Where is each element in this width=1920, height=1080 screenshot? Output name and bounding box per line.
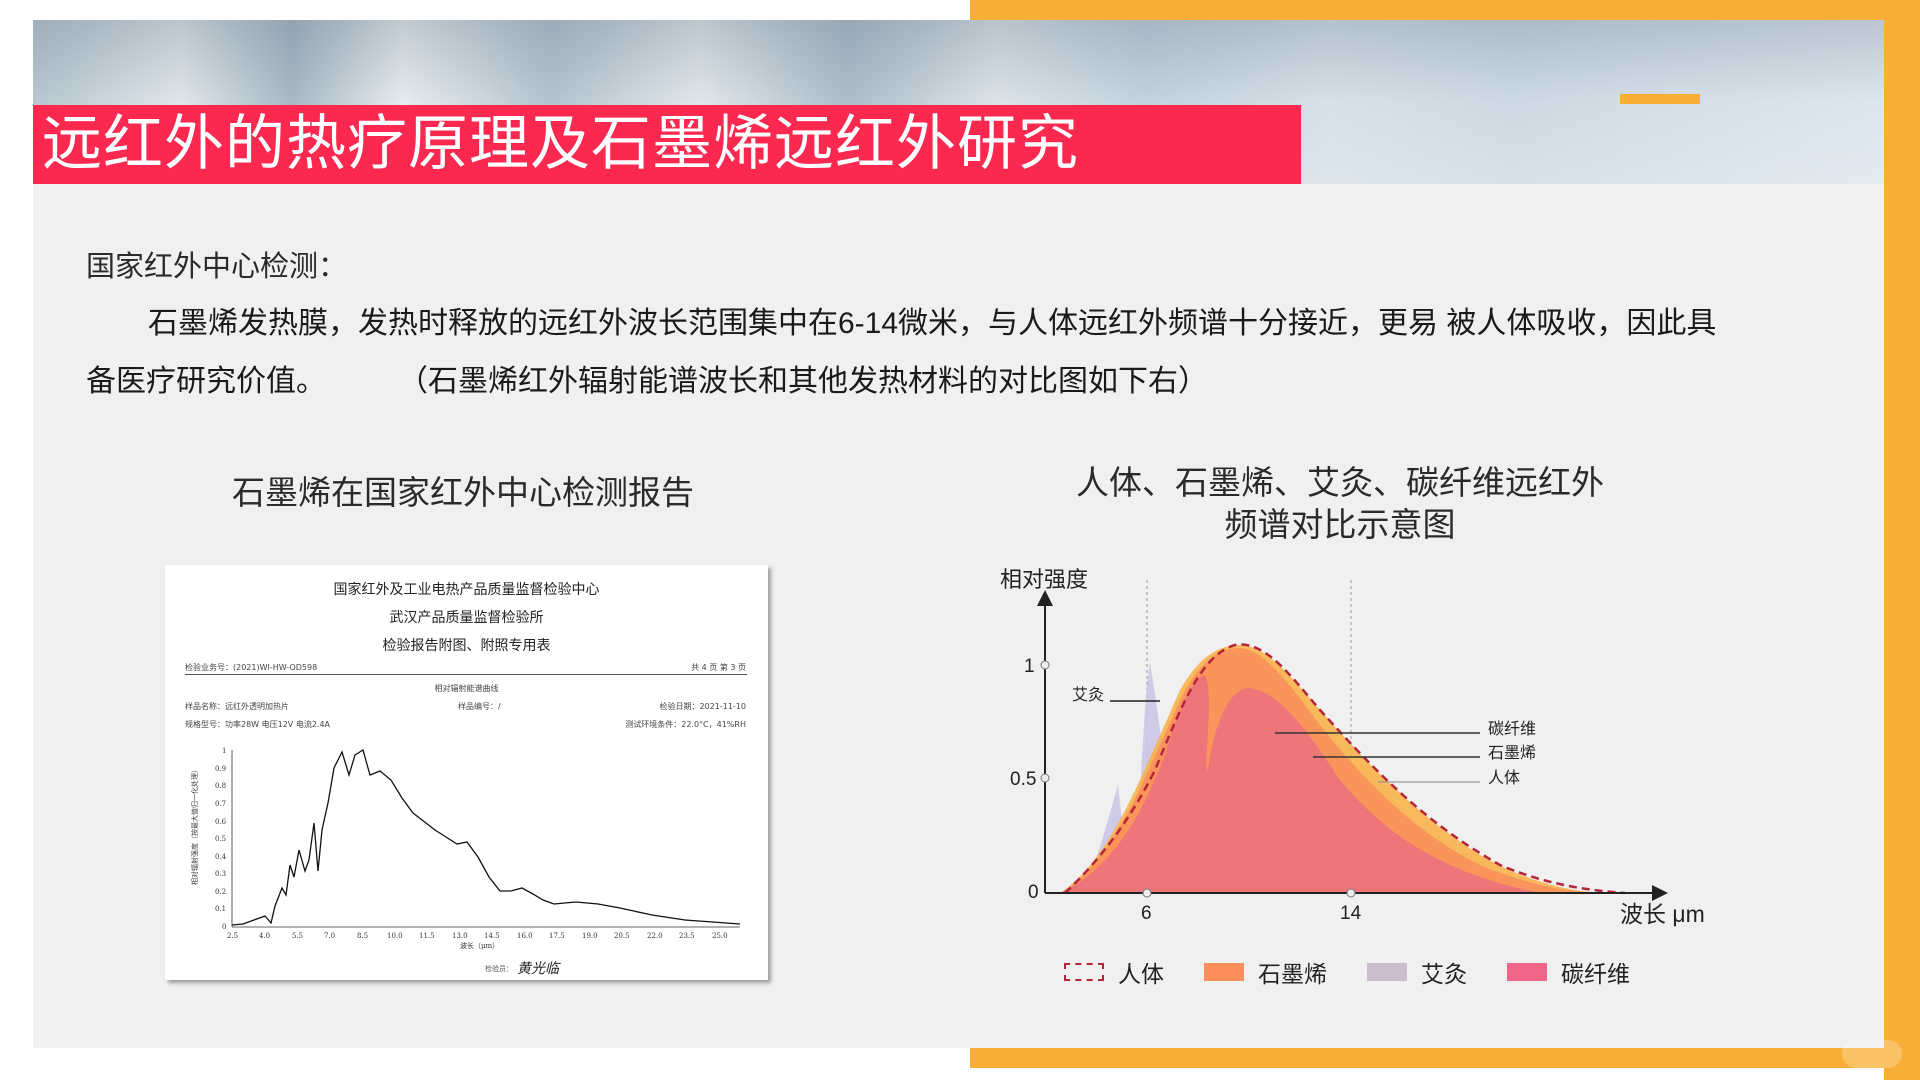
- x-tick-14: 14: [1340, 903, 1362, 924]
- annotation-aijiu: 艾灸: [1072, 686, 1104, 704]
- accent-dash: [1620, 94, 1700, 104]
- series-human-line: [1064, 643, 1626, 895]
- report-sample-name: 样品名称：远红外透明加热片: [185, 702, 289, 711]
- frame-accent-top: [970, 0, 1920, 20]
- report-page-info: 共 4 页 第 3 页: [691, 663, 746, 672]
- svg-text:19.0: 19.0: [582, 932, 598, 940]
- svg-text:23.5: 23.5: [679, 932, 695, 940]
- report-spec: 规格型号：功率28W 电压12V 电流2.4A: [185, 720, 331, 729]
- report-inspector-label: 检验员：: [485, 964, 513, 973]
- svg-text:0.4: 0.4: [215, 853, 227, 861]
- report-x-label: 波长（μm）: [460, 941, 499, 950]
- paragraph-line-2b: （石墨烯红外辐射能谱波长和其他发热材料的对比图如下右）: [398, 365, 1208, 398]
- series-carbon-fiber-area: [1060, 675, 1540, 893]
- legend-label-aijiu: 艾灸: [1421, 961, 1467, 987]
- svg-text:25.0: 25.0: [712, 932, 728, 940]
- y-tick-0: 0: [1028, 882, 1039, 903]
- svg-text:2.5: 2.5: [227, 932, 238, 940]
- svg-text:16.0: 16.0: [517, 932, 533, 940]
- svg-text:0.5: 0.5: [215, 835, 226, 843]
- svg-text:11.5: 11.5: [419, 932, 435, 940]
- right-caption-line-2: 频谱对比示意图: [1224, 505, 1456, 544]
- report-divider: [185, 674, 747, 675]
- svg-text:0.3: 0.3: [215, 870, 226, 878]
- legend-swatch-aijiu: [1367, 963, 1407, 981]
- legend-label-carbon-fiber: 碳纤维: [1561, 961, 1630, 987]
- report-curve-title: 相对辐射能谱曲线: [434, 684, 499, 693]
- svg-text:0.6: 0.6: [215, 818, 227, 826]
- test-report-image: 国家红外及工业电热产品质量监督检验中心 武汉产品质量监督检验所 检验报告附图、附…: [165, 565, 768, 980]
- report-spectrum-chart: 1 0.9 0.8 0.7 0.6 0.5 0.4 0.3 0.2 0.1 0 2.5 4.0 5.5 7…: [190, 747, 741, 977]
- section-heading: 国家红外中心检测：: [86, 251, 348, 283]
- svg-text:1: 1: [222, 747, 226, 755]
- report-header-1: 国家红外及工业电热产品质量监督检验中心: [333, 582, 600, 598]
- svg-text:20.5: 20.5: [614, 932, 630, 940]
- legend-item-aijiu: 艾灸: [1367, 955, 1467, 989]
- annotation-human: 人体: [1488, 769, 1520, 787]
- svg-text:8.5: 8.5: [357, 932, 368, 940]
- svg-text:17.5: 17.5: [549, 932, 565, 940]
- svg-text:22.0: 22.0: [647, 932, 663, 940]
- report-header-2: 武汉产品质量监督检验所: [389, 610, 544, 626]
- spectrum-comparison-chart: 相对强度 1 0.5 0 6 14 波长 μm 艾灸 碳纤维 石墨烯 人体: [1000, 567, 1705, 927]
- legend-item-human: 人体: [1064, 955, 1164, 989]
- svg-text:0.2: 0.2: [215, 888, 226, 896]
- report-test-date: 检验日期：2021-11-10: [659, 702, 747, 711]
- legend-swatch-human: [1064, 963, 1104, 981]
- annotation-carbon-fiber: 碳纤维: [1488, 720, 1536, 738]
- legend-item-carbon-fiber: 碳纤维: [1507, 955, 1630, 989]
- left-figure-caption: 石墨烯在国家红外中心检测报告: [232, 473, 694, 512]
- x-tick-6: 6: [1141, 903, 1152, 924]
- report-business-no: 检验业务号：(2021)WI-HW-OD598: [185, 663, 318, 672]
- svg-text:0.8: 0.8: [215, 782, 226, 790]
- svg-text:0: 0: [222, 923, 226, 931]
- paragraph-line-1: 石墨烯发热膜，发热时释放的远红外波长范围集中在6-14微米，与人体远红外频谱十分…: [148, 307, 1717, 340]
- svg-text:0.1: 0.1: [215, 905, 226, 913]
- slide-title: 远红外的热疗原理及石墨烯远红外研究: [42, 109, 1079, 179]
- report-env: 测试环境条件：22.0°C，41%RH: [625, 720, 746, 729]
- right-figure-caption: 人体、石墨烯、艾灸、碳纤维远红外 频谱对比示意图: [1040, 462, 1640, 546]
- legend-swatch-carbon-fiber: [1507, 963, 1547, 981]
- x-axis-label: 波长 μm: [1620, 901, 1705, 927]
- frame-accent-bottom: [970, 1048, 1920, 1068]
- watermark-logo: [1842, 1040, 1902, 1068]
- y-tick-1: 1: [1024, 656, 1035, 677]
- svg-text:5.5: 5.5: [292, 932, 303, 940]
- svg-text:7.0: 7.0: [324, 932, 335, 940]
- frame-accent-right: [1884, 0, 1920, 1080]
- svg-text:相对辐射强度（按最大值归一化处理）: 相对辐射强度（按最大值归一化处理）: [190, 766, 199, 885]
- svg-text:10.0: 10.0: [387, 932, 403, 940]
- legend-label-human: 人体: [1118, 961, 1164, 987]
- title-bar: [33, 105, 1301, 184]
- y-tick-0.5: 0.5: [1010, 769, 1036, 790]
- report-sample-no: 样品编号：/: [458, 702, 501, 711]
- chart-legend: 人体 石墨烯 艾灸 碳纤维: [1064, 955, 1670, 989]
- y-axis-label: 相对强度: [1000, 567, 1088, 592]
- svg-text:0.9: 0.9: [215, 765, 226, 773]
- svg-text:13.0: 13.0: [452, 932, 468, 940]
- paragraph-line-2a: 备医疗研究价值。: [86, 365, 326, 398]
- legend-item-graphene: 石墨烯: [1204, 955, 1327, 989]
- right-caption-line-1: 人体、石墨烯、艾灸、碳纤维远红外: [1076, 463, 1604, 502]
- legend-label-graphene: 石墨烯: [1258, 961, 1327, 987]
- report-header-3: 检验报告附图、附照专用表: [382, 638, 551, 654]
- annotation-graphene: 石墨烯: [1488, 744, 1536, 762]
- report-inspector-signature: 黄光临: [517, 961, 561, 977]
- svg-text:0.7: 0.7: [215, 800, 226, 808]
- body-paragraph: 石墨烯发热膜，发热时释放的远红外波长范围集中在6-14微米，与人体远红外频谱十分…: [86, 295, 1846, 411]
- svg-text:14.5: 14.5: [484, 932, 500, 940]
- svg-text:4.0: 4.0: [259, 932, 270, 940]
- legend-swatch-graphene: [1204, 963, 1244, 981]
